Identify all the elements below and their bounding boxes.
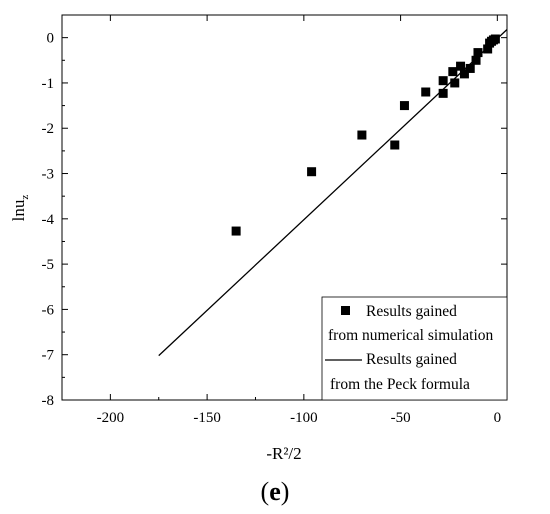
simulation-point (450, 78, 460, 88)
y-tick-label: -2 (42, 121, 55, 137)
y-tick-label: -5 (42, 257, 55, 273)
series-layer (158, 29, 508, 357)
y-axis-label-main: lnu (9, 199, 28, 221)
simulation-point (490, 34, 500, 44)
y-tick-label: -3 (42, 167, 55, 183)
simulation-point (399, 101, 409, 111)
simulation-point (465, 63, 475, 73)
simulation-point (438, 88, 448, 98)
x-tick-label: -150 (193, 410, 221, 426)
y-tick-label: -6 (42, 302, 55, 318)
y-tick-label: -7 (42, 348, 55, 364)
simulation-point (231, 226, 241, 236)
plot-frame (61, 14, 508, 401)
x-axis-label: -R²/2 (266, 444, 301, 463)
simulation-point (456, 61, 466, 71)
simulation-point (307, 167, 317, 177)
x-tick-label: -50 (391, 410, 411, 426)
legend-series-1-line-2: from numerical simulation (328, 327, 494, 344)
legend-series-2-line-2: from the Peck formula (330, 376, 470, 393)
x-tick-label: 0 (494, 410, 502, 426)
simulation-point (471, 55, 481, 65)
simulation-point (459, 69, 469, 79)
y-tick-label: -8 (42, 393, 55, 409)
y-tick-label: -1 (42, 76, 55, 92)
simulation-point (438, 76, 448, 86)
panel-label-open: ( (261, 477, 270, 506)
simulation-point (357, 130, 367, 140)
simulation-point (390, 140, 400, 150)
legend-series-1-line-1: Results gained (366, 303, 457, 320)
simulation-point (448, 67, 458, 77)
legend-box (321, 296, 508, 401)
simulation-point (473, 48, 483, 58)
x-tick-label: -100 (290, 410, 318, 426)
simulation-point (421, 87, 431, 97)
y-axis-ticks: 0 -1 -2 -3 -4 -5 -6 -7 -8 (42, 31, 507, 409)
y-tick-label: -4 (42, 212, 55, 228)
y-axis-label-subscript: z (19, 195, 31, 200)
y-tick-label: 0 (47, 31, 55, 47)
panel-label: (e) (261, 477, 290, 506)
panel-label-close: ) (281, 477, 290, 506)
x-axis-ticks: -200 -150 -100 -50 0 (97, 15, 501, 426)
peck-formula-line (158, 29, 508, 357)
panel-label-letter: e (269, 477, 281, 506)
x-tick-label: -200 (97, 410, 125, 426)
simulation-point (483, 44, 493, 54)
legend-marker-square (341, 306, 350, 315)
y-axis-label: lnuz (9, 195, 31, 222)
legend: Results gained from numerical simulation… (321, 296, 508, 401)
legend-series-2-line-1: Results gained (366, 351, 457, 368)
